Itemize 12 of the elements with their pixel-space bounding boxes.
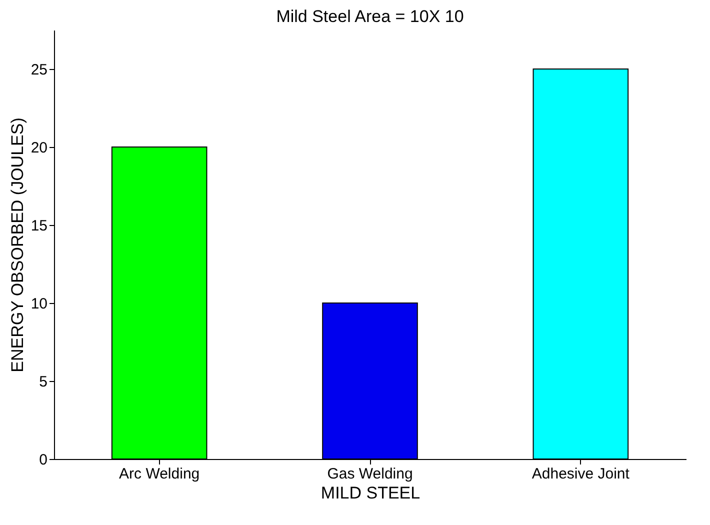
y-tick-label: 0 [39, 452, 48, 468]
x-axis-title: MILD STEEL [320, 484, 420, 502]
chart-title: Mild Steel Area = 10X 10 [276, 7, 464, 26]
x-tick-label: Arc Welding [119, 466, 200, 482]
y-tick-label: 20 [30, 140, 48, 156]
y-axis-title: ENERGY OBSORBED (JOULES) [8, 118, 27, 372]
y-tick-label: 15 [30, 218, 48, 234]
x-tick-label: Adhesive Joint [532, 466, 630, 482]
y-tick-label: 25 [30, 62, 48, 78]
x-tick-label: Gas Welding [327, 466, 413, 482]
y-tick-label: 10 [30, 296, 48, 312]
y-tick-label: 5 [39, 374, 48, 390]
